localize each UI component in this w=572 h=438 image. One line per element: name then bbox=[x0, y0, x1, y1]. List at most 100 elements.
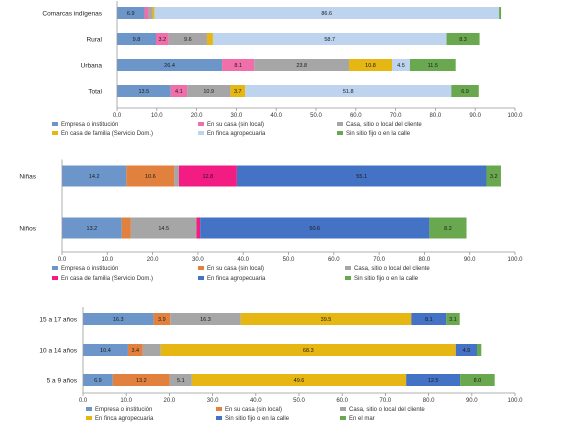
category-label: 5 a 9 años bbox=[47, 378, 78, 385]
bar-data-label: 51.8 bbox=[343, 89, 354, 95]
category-label: Urbana bbox=[81, 63, 103, 70]
legend-label: En su casa (sin local) bbox=[225, 407, 282, 413]
bar-data-label: 11.5 bbox=[428, 63, 438, 69]
bar-segment bbox=[455, 344, 477, 356]
bar-segment bbox=[240, 313, 412, 325]
x-tick-label: 70.0 bbox=[380, 398, 392, 404]
legend-swatch bbox=[198, 131, 204, 135]
bar-segment bbox=[460, 374, 495, 386]
x-tick-label: 20.0 bbox=[164, 398, 176, 404]
bar-segment bbox=[83, 374, 113, 386]
bar-data-label: 6.9 bbox=[94, 378, 102, 384]
bar-data-label: 8.1 bbox=[234, 63, 242, 69]
category-label: Comarcas indígenas bbox=[42, 11, 102, 18]
bar-segment bbox=[392, 59, 410, 71]
category-label: Niños bbox=[19, 226, 36, 233]
bar-segment bbox=[117, 33, 157, 45]
legend-swatch bbox=[52, 122, 58, 126]
legend-label: En finca agropecuaria bbox=[95, 416, 154, 422]
bar-segment bbox=[451, 85, 479, 97]
x-tick-label: 30.0 bbox=[207, 398, 219, 404]
bar-segment bbox=[126, 165, 175, 187]
bar-data-label: 16.3 bbox=[113, 317, 124, 323]
x-tick-label: 90.0 bbox=[464, 257, 476, 263]
bar-data-label: 68.3 bbox=[303, 348, 314, 354]
bar-data-label: 3.2 bbox=[490, 174, 498, 180]
bar-segment bbox=[62, 217, 122, 239]
bar-segment bbox=[117, 7, 145, 19]
legend-swatch bbox=[345, 266, 351, 270]
bar-segment bbox=[254, 59, 350, 71]
bar-data-label: 4.1 bbox=[175, 89, 183, 95]
bar-segment bbox=[148, 7, 153, 19]
bar-data-label: 10.9 bbox=[203, 89, 214, 95]
legend-label: En casa de familia (Servicio Dom.) bbox=[61, 276, 153, 282]
legend-swatch bbox=[340, 407, 346, 411]
x-tick-label: 50.0 bbox=[310, 113, 322, 119]
bar-segment bbox=[411, 313, 447, 325]
bar-segment bbox=[499, 7, 502, 19]
bar-segment bbox=[121, 217, 131, 239]
bar-data-label: 3.4 bbox=[131, 348, 139, 354]
bar-segment bbox=[168, 33, 207, 45]
legend-label: Sin sitio fijo o en la calle bbox=[346, 131, 411, 137]
legend-label: En su casa (sin local) bbox=[207, 122, 264, 128]
bar-data-label: 10.4 bbox=[100, 348, 111, 354]
bar-data-label: 6.9 bbox=[461, 89, 469, 95]
legend-label: Casa, sitio o local del cliente bbox=[346, 122, 422, 128]
bar-data-label: 14.2 bbox=[89, 174, 100, 180]
legend-swatch bbox=[345, 276, 351, 280]
legend-label: En el mar bbox=[349, 416, 375, 422]
bar-segment bbox=[222, 59, 255, 71]
x-tick-label: 50.0 bbox=[283, 257, 295, 263]
bar-segment bbox=[212, 33, 447, 45]
category-label: Total bbox=[88, 89, 102, 96]
bar-segment bbox=[191, 374, 407, 386]
x-tick-label: 10.0 bbox=[101, 257, 113, 263]
x-tick-label: 0.0 bbox=[113, 113, 122, 119]
legend-swatch bbox=[340, 416, 346, 420]
bar-segment bbox=[152, 7, 155, 19]
bar-segment bbox=[62, 165, 127, 187]
bar-data-label: 8.1 bbox=[425, 317, 433, 323]
legend-label: En su casa (sin local) bbox=[207, 266, 264, 272]
x-tick-label: 80.0 bbox=[423, 398, 435, 404]
bar-segment bbox=[446, 33, 480, 45]
bar-segment bbox=[236, 165, 487, 187]
bar-data-label: 5.1 bbox=[177, 378, 185, 384]
x-tick-label: 100.0 bbox=[507, 398, 523, 404]
bar-data-label: 23.8 bbox=[296, 63, 307, 69]
legend-label: En casa de familia (Servicio Dom.) bbox=[61, 131, 153, 137]
x-tick-label: 20.0 bbox=[191, 113, 203, 119]
bar-data-label: 13.2 bbox=[136, 378, 147, 384]
bar-segment bbox=[476, 344, 482, 356]
bar-segment bbox=[206, 33, 213, 45]
legend-swatch bbox=[86, 416, 92, 420]
x-tick-label: 40.0 bbox=[237, 257, 249, 263]
legend-label: Empresa o institución bbox=[61, 266, 118, 272]
x-tick-label: 0.0 bbox=[58, 257, 67, 263]
x-tick-label: 20.0 bbox=[147, 257, 159, 263]
bar-segment bbox=[196, 217, 201, 239]
legend-label: Empresa o institución bbox=[61, 122, 118, 128]
bar-data-label: 9.6 bbox=[184, 37, 192, 43]
legend-swatch bbox=[52, 266, 58, 270]
bar-segment bbox=[170, 85, 188, 97]
x-tick-label: 50.0 bbox=[293, 398, 305, 404]
bar-data-label: 50.6 bbox=[309, 226, 320, 232]
bar-segment bbox=[200, 217, 430, 239]
bar-data-label: 12.8 bbox=[203, 174, 214, 180]
bar-segment bbox=[83, 313, 154, 325]
bar-segment bbox=[156, 33, 169, 45]
bar-segment bbox=[349, 59, 393, 71]
bar-data-label: 4.9 bbox=[463, 348, 471, 354]
bar-segment bbox=[127, 344, 143, 356]
bar-segment bbox=[230, 85, 246, 97]
legend-label: Casa, sitio o local del cliente bbox=[354, 266, 430, 272]
legend-swatch bbox=[52, 131, 58, 135]
legend-swatch bbox=[216, 407, 222, 411]
bar-data-label: 49.6 bbox=[294, 378, 305, 384]
bar-data-label: 3.2 bbox=[159, 37, 167, 43]
category-label: 15 a 17 años bbox=[39, 317, 77, 324]
